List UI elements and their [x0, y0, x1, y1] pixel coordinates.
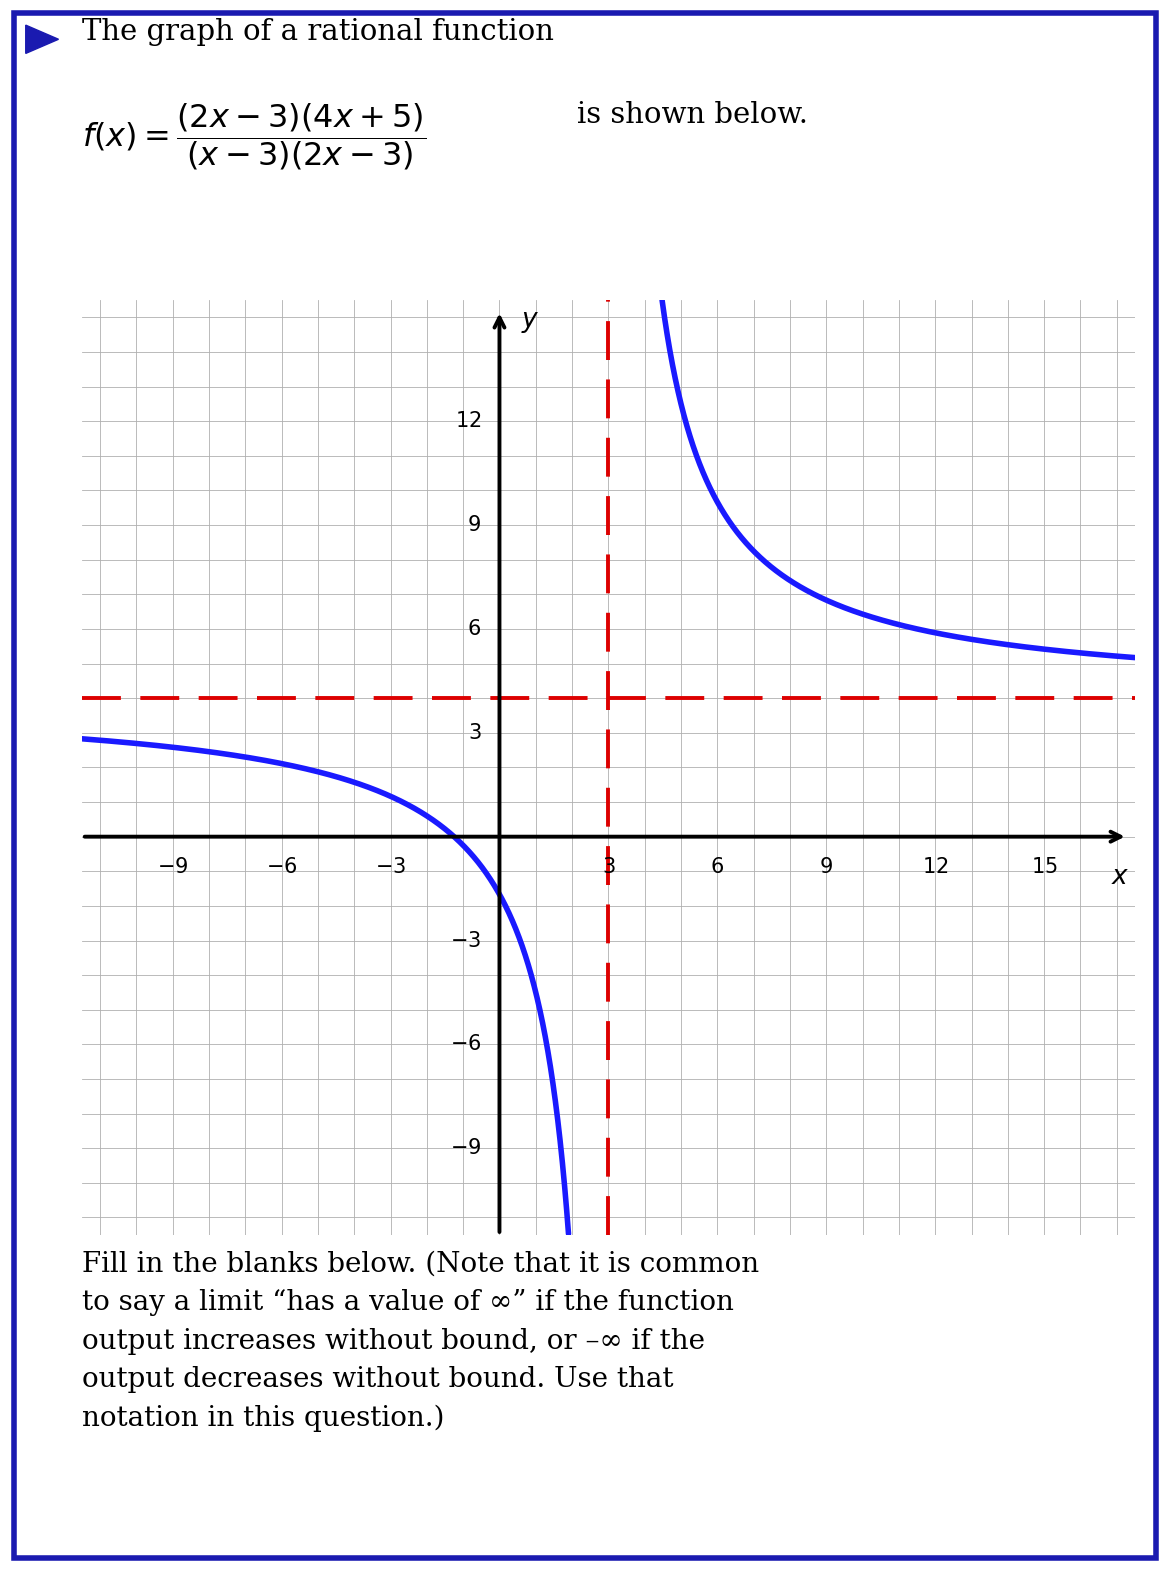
- Text: $9$: $9$: [468, 515, 481, 536]
- Text: $−6$: $−6$: [266, 858, 297, 878]
- Text: $6$: $6$: [710, 858, 724, 878]
- Polygon shape: [26, 25, 58, 53]
- Text: $9$: $9$: [819, 858, 833, 878]
- Text: Fill in the blanks below. (Note that it is common
to say a limit “has a value of: Fill in the blanks below. (Note that it …: [82, 1251, 759, 1433]
- Text: is shown below.: is shown below.: [577, 101, 807, 129]
- Text: $−9$: $−9$: [450, 1139, 481, 1158]
- Text: $−3$: $−3$: [450, 930, 481, 950]
- Text: $f(x) = \dfrac{(2x-3)(4x+5)}{(x-3)(2x-3)}$: $f(x) = \dfrac{(2x-3)(4x+5)}{(x-3)(2x-3)…: [82, 101, 426, 171]
- Text: $12$: $12$: [922, 858, 949, 878]
- Text: $3$: $3$: [468, 723, 481, 743]
- Text: $3$: $3$: [601, 858, 615, 878]
- Text: $−3$: $−3$: [374, 858, 406, 878]
- Text: $x$: $x$: [1112, 864, 1129, 889]
- Text: $12$: $12$: [455, 412, 481, 430]
- Text: The graph of a rational function: The graph of a rational function: [82, 19, 553, 46]
- Text: $−9$: $−9$: [157, 858, 188, 878]
- Text: $y$: $y$: [522, 311, 539, 336]
- Text: $−6$: $−6$: [449, 1034, 481, 1054]
- Text: $6$: $6$: [467, 619, 481, 639]
- Text: $15$: $15$: [1031, 858, 1058, 878]
